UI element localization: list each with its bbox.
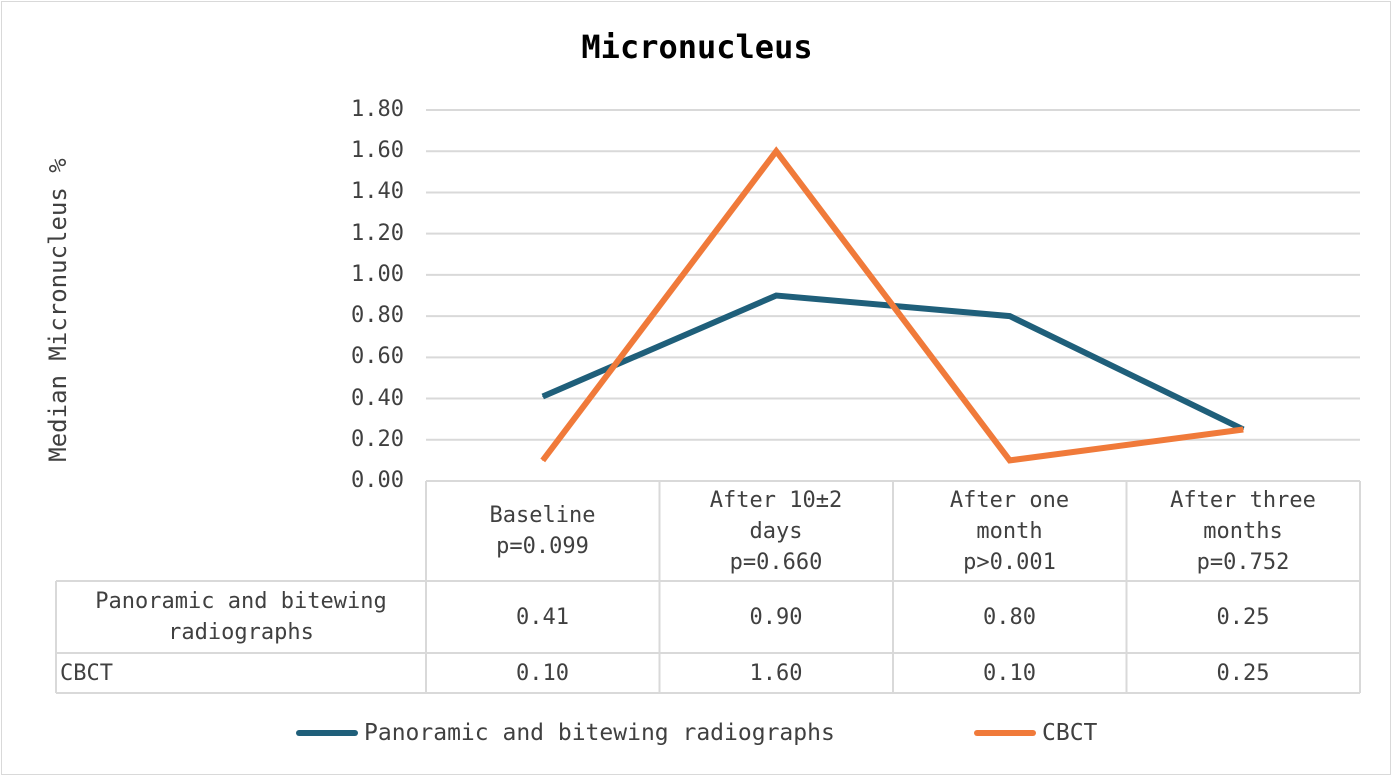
series-name: Panoramic and bitewing radiographs	[95, 589, 387, 645]
chart-title: Micronucleus	[581, 28, 813, 66]
y-tick-label: 0.60	[351, 344, 404, 370]
table-row-label-panoramic: Panoramic and bitewing radiographs	[56, 581, 426, 653]
table-row-label-cbct: CBCT	[56, 653, 426, 693]
category-pvalue: p>0.001	[963, 549, 1056, 575]
series-name: CBCT	[60, 660, 113, 686]
y-tick-label: 1.60	[351, 138, 404, 164]
legend-label: CBCT	[1042, 720, 1098, 746]
category-pvalue: p=0.660	[729, 549, 823, 575]
table-cell: 1.60	[749, 660, 803, 686]
legend-item-panoramic: Panoramic and bitewing radiographs	[296, 716, 835, 750]
category-name: Baseline	[489, 503, 596, 528]
category-name: After one month	[949, 487, 1070, 544]
series-lines	[540, 146, 1245, 464]
table-cell: 0.25	[1216, 660, 1270, 686]
y-tick-label: 1.20	[351, 220, 404, 246]
table-cell: 0.80	[983, 604, 1036, 630]
data-point	[775, 295, 777, 296]
data-table-lines	[55, 481, 1361, 694]
y-tick-label: 1.80	[351, 97, 404, 122]
category-header-after-three-months: After three months p=0.752	[1126, 482, 1360, 580]
table-cell: 0.10	[516, 660, 569, 686]
y-tick-label: 1.40	[351, 179, 404, 205]
data-point	[775, 150, 777, 152]
y-tick-label: 1.00	[351, 261, 404, 287]
y-tick-label: 0.40	[351, 385, 404, 411]
category-name: After three months	[1170, 487, 1316, 544]
table-cell: 0.90	[749, 604, 803, 630]
legend-item-cbct: CBCT	[974, 716, 1097, 750]
y-tick-label: 0.00	[351, 468, 404, 493]
legend-label: Panoramic and bitewing radiographs	[364, 720, 835, 746]
category-name: After 10±2 days	[709, 487, 843, 544]
table-cell: 0.25	[1216, 604, 1270, 630]
category-pvalue: p=0.752	[1196, 549, 1290, 575]
table-cell: 0.41	[516, 604, 569, 630]
legend-swatch	[296, 730, 358, 736]
category-header-after-one-month: After one month p>0.001	[893, 482, 1126, 580]
category-pvalue: p=0.099	[496, 534, 589, 559]
data-point	[1242, 428, 1244, 430]
category-header-baseline: Baseline p=0.099	[426, 482, 659, 580]
y-tick-label: 0.80	[351, 303, 404, 329]
series-line-cbct	[540, 146, 1244, 464]
data-point	[1009, 315, 1011, 317]
data-point	[542, 459, 544, 461]
data-point	[542, 395, 544, 397]
category-header-after-10-days: After 10±2 days p=0.660	[659, 482, 893, 580]
y-tick-label: 0.20	[351, 426, 404, 452]
legend-swatch	[974, 730, 1036, 736]
data-point	[1009, 459, 1011, 461]
table-cell: 0.10	[983, 660, 1036, 686]
